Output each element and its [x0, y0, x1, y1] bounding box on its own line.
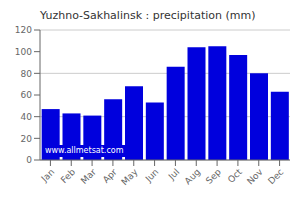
- svg-text:100: 100: [15, 47, 32, 57]
- svg-text:Feb: Feb: [59, 167, 78, 186]
- svg-text:Sep: Sep: [204, 167, 223, 186]
- svg-text:Oct: Oct: [226, 167, 244, 185]
- svg-text:Jan: Jan: [39, 167, 57, 185]
- html-text:www.allmetsat.com: www.allmetsat.com: [45, 146, 124, 155]
- svg-text:Mar: Mar: [79, 167, 98, 186]
- svg-text:May: May: [119, 166, 140, 187]
- svg-text:40: 40: [21, 112, 33, 122]
- svg-text:Aug: Aug: [183, 167, 203, 187]
- svg-text:20: 20: [21, 134, 33, 144]
- svg-text:0: 0: [26, 155, 32, 165]
- svg-text:60: 60: [21, 90, 33, 100]
- svg-text:Jun: Jun: [143, 167, 161, 185]
- svg-text:Nov: Nov: [245, 166, 265, 186]
- html-text:Yuzhno-Sakhalinsk : precipitat: Yuzhno-Sakhalinsk : precipitation (mm): [40, 9, 256, 22]
- svg-text:Apr: Apr: [101, 167, 119, 185]
- svg-text:120: 120: [15, 25, 32, 35]
- svg-text:Jul: Jul: [166, 167, 181, 182]
- svg-text:Dec: Dec: [266, 167, 285, 186]
- svg-text:80: 80: [21, 69, 33, 79]
